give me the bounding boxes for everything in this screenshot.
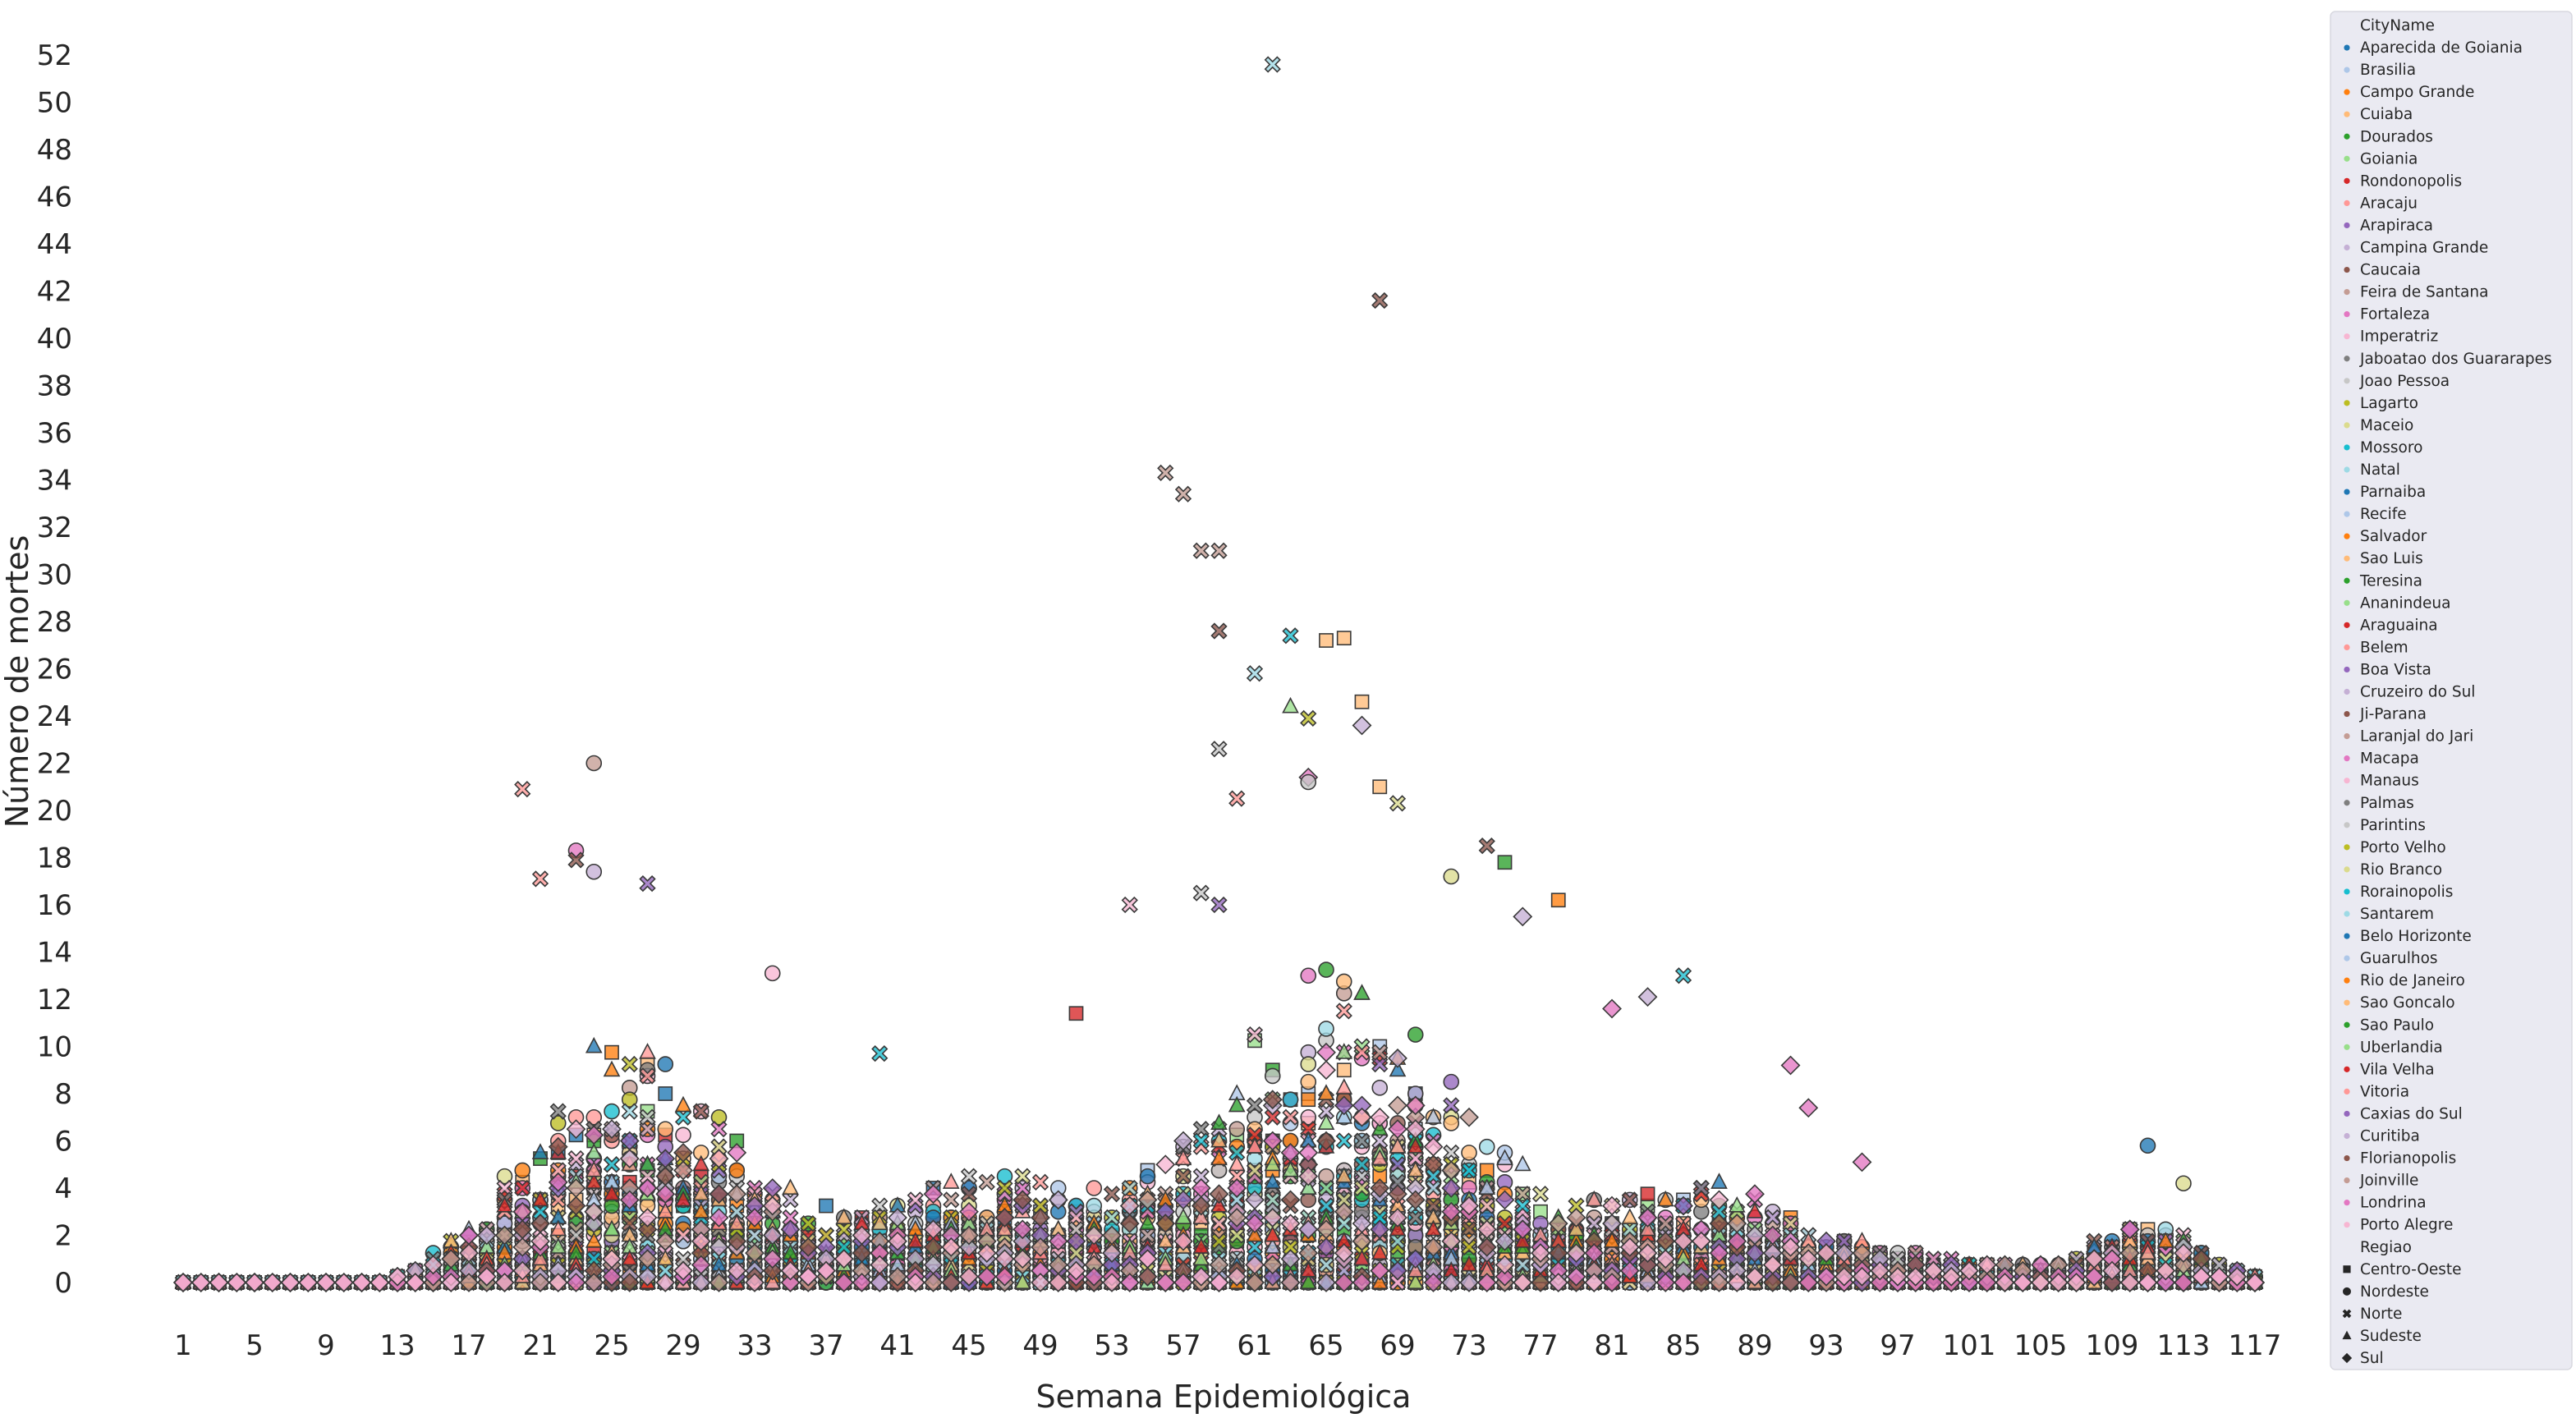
scatter-point [191,1273,211,1292]
scatter-point [441,1273,461,1292]
scatter-point [388,1266,407,1287]
scatter-point [1282,1091,1299,1108]
scatter-point [316,1273,336,1292]
scatter-point [298,1273,319,1292]
scatter-point [1086,1197,1103,1214]
scatter-point [1335,973,1352,990]
scatter-point [423,1266,443,1287]
scatter-point [675,1127,691,1144]
scatter-point [1640,1186,1655,1202]
scatter-point [1443,1073,1460,1090]
scatter-point [1318,1021,1334,1037]
scatter-point [1264,1067,1281,1085]
scatter-point [604,1044,619,1060]
scatter-point [819,1198,833,1214]
scatter-point [1300,1073,1317,1090]
scatter-point [728,1162,746,1179]
scatter-point [1371,1080,1389,1096]
scatter-point [370,1273,390,1292]
scatter-point [423,1255,443,1275]
scatter-point [657,1121,674,1137]
scatter-point [1086,1180,1103,1196]
scatter-point [1461,1145,1477,1161]
scatter-point [657,1056,674,1072]
scatter-point [262,1273,282,1292]
scatter-point [405,1273,425,1292]
scatter-point [351,1273,372,1292]
scatter-point [333,1273,354,1292]
scatter-point [1139,1168,1156,1185]
scatter-point [1407,1026,1424,1043]
points-layer [173,56,2265,1292]
scatter-point [173,1273,193,1292]
scatter-point [245,1273,264,1292]
scatter-point [280,1273,301,1292]
scatter-point [1336,1062,1352,1078]
scatter-point [514,1162,531,1179]
scatter-point [1318,961,1334,978]
scatter-point [227,1273,247,1292]
scatter-point [1301,1092,1316,1108]
scatter-point [1300,1056,1317,1072]
scatter-point [658,1086,673,1101]
scatter-point [1228,1121,1246,1137]
scatter-point [1443,1115,1460,1131]
scatter-point [209,1273,229,1292]
scatter-point [604,1103,620,1120]
scatter-point [1478,1138,1495,1155]
scatter-point [1300,967,1317,984]
